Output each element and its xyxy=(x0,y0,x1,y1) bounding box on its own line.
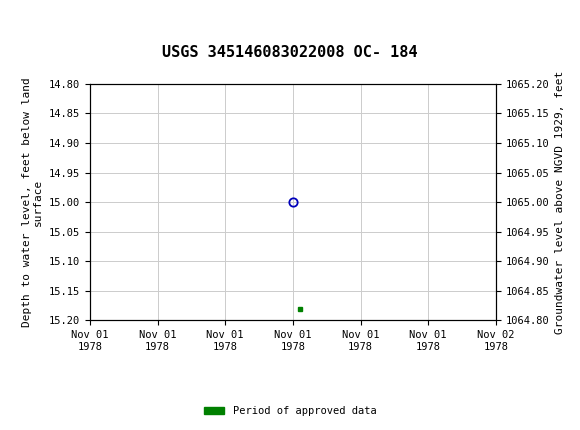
Legend: Period of approved data: Period of approved data xyxy=(200,402,380,421)
Text: USGS 345146083022008 OC- 184: USGS 345146083022008 OC- 184 xyxy=(162,45,418,60)
Y-axis label: Depth to water level, feet below land
surface: Depth to water level, feet below land su… xyxy=(22,77,44,327)
Text: ≡USGS: ≡USGS xyxy=(14,10,81,31)
Y-axis label: Groundwater level above NGVD 1929, feet: Groundwater level above NGVD 1929, feet xyxy=(555,71,565,334)
